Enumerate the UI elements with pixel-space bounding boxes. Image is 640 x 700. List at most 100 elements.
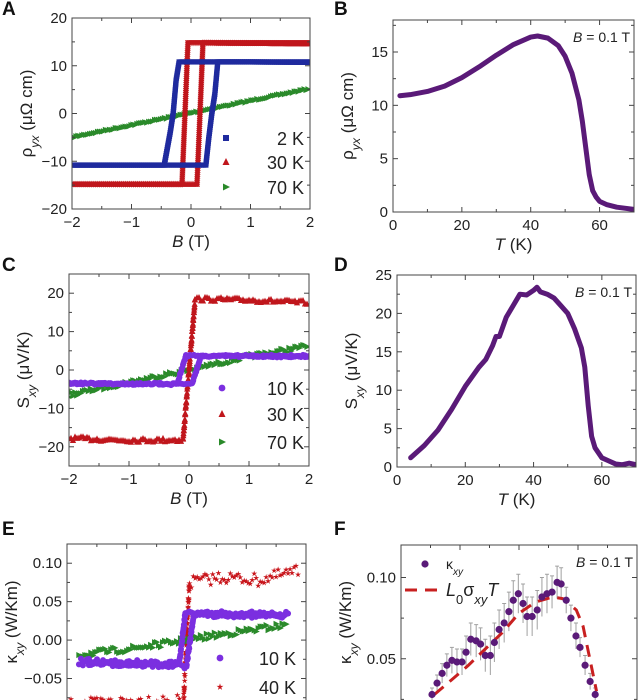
data-point [557,580,565,588]
data-point [85,388,92,395]
data-point [107,696,114,700]
annotation: B = 0.1 T [573,29,630,45]
data-point [148,641,155,648]
plot-area [69,293,309,445]
x-tick-label: −1 [120,471,137,488]
data-point [225,629,232,637]
label-part: xy [473,592,488,607]
data-point [183,389,191,396]
ticks [392,20,635,213]
y-tick-label: −20 [42,201,67,218]
data-point [533,606,541,614]
data-point [203,630,211,637]
label-part: S [14,397,33,408]
y-tick-label: 20 [375,305,392,322]
label-part: xy [25,384,39,398]
x-tick-label: −1 [123,214,140,231]
data-point [287,566,294,572]
legend-label: 30 K [267,405,304,425]
label-part: T [498,490,510,509]
data-point [218,410,226,417]
data-point [509,596,517,604]
data-point [243,578,250,584]
x-axis-label: T (K) [495,235,533,254]
data-point [199,573,207,580]
y-axis-label: Sxy (μV/K) [342,333,367,410]
data-point [165,371,172,379]
data-point [291,564,298,570]
panel-letter: D [334,255,348,276]
annotation: B = 0.1 T [576,554,633,570]
data-point [158,644,165,651]
label-part: S [342,398,361,409]
label-part: (μΩ cm) [17,70,36,136]
data-point [221,576,228,583]
data-point [128,646,135,653]
data-point [183,631,190,638]
data-point [490,638,498,647]
data-point [562,596,570,604]
data-point [304,343,309,350]
data-point [263,622,270,629]
data-point [209,633,216,640]
panel-b: B 0 20 40 60 0 5 10 15 T (K) ρyx (μΩ cm) B = 0.1 T [334,0,635,254]
data-point [191,300,198,307]
data-point [186,585,193,592]
x-tick-label: 2 [306,214,314,231]
data-point [249,576,256,583]
data-point [227,359,234,367]
dashed-fit-line [433,595,599,696]
data-point [581,661,589,669]
data-point [187,345,194,352]
legend-label: 40 K [259,678,296,698]
label-part: yx [28,135,42,149]
data-point [233,631,240,638]
data-point [95,385,102,392]
series [72,59,310,168]
data-point [476,640,485,648]
x-axis-label: B (T) [172,232,210,251]
data-point [190,316,197,324]
data-point [72,162,77,168]
plot-frame [68,273,310,467]
data-line [408,284,636,467]
data-point [69,436,77,443]
data-point [495,625,503,634]
y-tick-label: −10 [39,400,64,417]
data-point [227,570,234,576]
x-tick-label: 20 [454,217,471,234]
label-part: B [170,489,181,508]
data-point [146,644,153,651]
data-point [548,588,556,596]
data-point [283,566,290,573]
data-point [481,651,489,660]
data-point [223,135,229,141]
data-point [247,580,254,587]
data-point [181,683,188,690]
data-point [255,582,262,589]
data-point [185,598,192,605]
y-tick-label: 5 [380,151,388,168]
data-point [209,571,216,577]
panel-letter: B [334,0,348,20]
legend-label: 10 K [259,649,296,669]
data-point [505,608,513,616]
series [76,620,290,660]
data-point [145,693,152,700]
data-point [213,576,220,583]
data-point [190,312,197,319]
plot-area [72,39,310,188]
y-tick-label: 20 [50,10,67,27]
data-point [222,158,230,165]
label-part: σ [463,580,474,600]
y-tick-label: −0.05 [24,671,62,688]
data-point [303,300,309,307]
data-point [201,636,209,643]
label-part: yx [349,137,363,151]
y-tick-label: 0 [56,362,64,379]
x-tick-label: −2 [60,471,77,488]
data-point [215,358,222,365]
x-tick-label: 1 [245,471,253,488]
y-tick-label: 10 [50,58,67,75]
data-point [514,590,522,598]
